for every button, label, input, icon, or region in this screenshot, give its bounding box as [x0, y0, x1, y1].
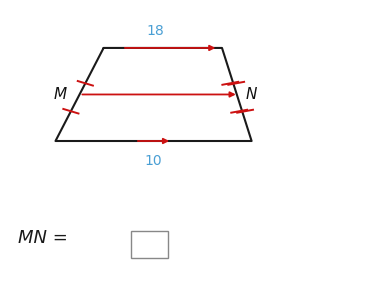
Text: N: N: [245, 87, 257, 102]
Text: M: M: [54, 87, 67, 102]
Text: 18: 18: [147, 24, 164, 38]
Text: MN =: MN =: [18, 229, 68, 247]
Text: 10: 10: [145, 154, 162, 168]
FancyBboxPatch shape: [131, 231, 168, 258]
